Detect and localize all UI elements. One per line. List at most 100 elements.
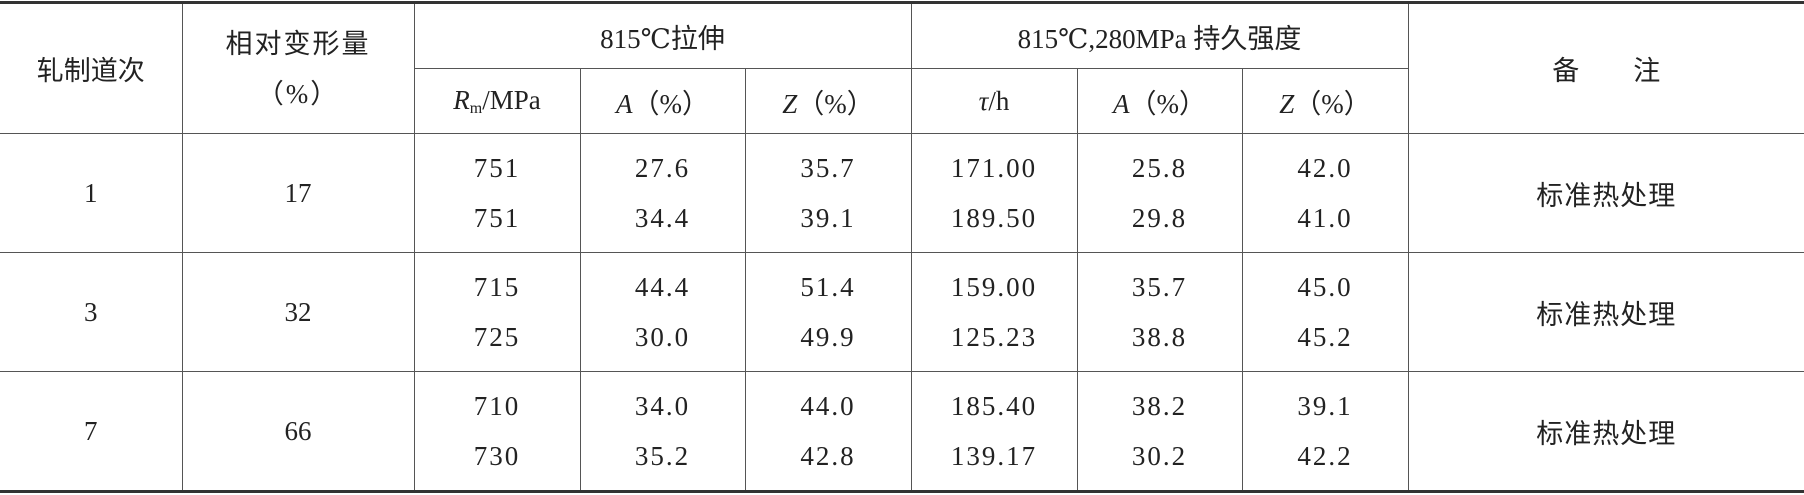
cell: 171.00 189.50 bbox=[910, 133, 1078, 253]
cell: 标准热处理 bbox=[1407, 133, 1804, 253]
subheader-cell: A（%） bbox=[1076, 68, 1243, 134]
header-text: 815℃,280MPa 持久强度 bbox=[1017, 23, 1302, 54]
header-cell: 轧制道次 bbox=[0, 2, 183, 134]
subheader-cell: A（%） bbox=[579, 68, 746, 134]
table-body: 1 17 751 751 27.6 34.4 35.7 39.1 171.00 189.50 25.… bbox=[0, 133, 1804, 492]
unit: /h bbox=[988, 85, 1010, 116]
cell: 25.8 29.8 bbox=[1076, 133, 1243, 253]
cell-text: 751 bbox=[473, 153, 521, 183]
cell: 715 725 bbox=[413, 252, 581, 372]
unit: /MPa bbox=[482, 84, 541, 115]
cell-text: 35.2 bbox=[634, 441, 691, 471]
cell-text: 42.0 bbox=[1297, 153, 1353, 183]
cell-text: 3 bbox=[84, 296, 98, 327]
header-cell: 相对变形量 （%） bbox=[181, 2, 415, 134]
cell-text: 751 bbox=[473, 203, 521, 233]
cell-text: 标准热处理 bbox=[1536, 180, 1677, 211]
cell: 44.4 30.0 bbox=[579, 252, 746, 372]
cell-text: 25.8 bbox=[1131, 153, 1188, 183]
cell-text: 1 bbox=[84, 177, 98, 208]
cell-text: 38.8 bbox=[1131, 322, 1188, 352]
unit: （%） bbox=[632, 88, 710, 119]
cell-text: 189.50 bbox=[950, 203, 1038, 233]
header-text: （%） bbox=[256, 78, 340, 109]
cell-text: 29.8 bbox=[1131, 203, 1188, 233]
cell: 51.4 49.9 bbox=[744, 252, 912, 372]
cell-text: 7 bbox=[84, 415, 98, 446]
symbol: A bbox=[1113, 88, 1130, 119]
data-row: 7 66 710 730 34.0 35.2 44.0 42.8 185.40 139.17 38.… bbox=[0, 371, 1804, 492]
header-cell: 815℃,280MPa 持久强度 bbox=[910, 2, 1409, 69]
symbol: A bbox=[616, 88, 633, 119]
cell: 44.0 42.8 bbox=[744, 371, 912, 492]
symbol: R bbox=[453, 84, 470, 115]
cell-text: 34.0 bbox=[634, 391, 691, 421]
cell: 35.7 39.1 bbox=[744, 133, 912, 253]
header-text: 备 注 bbox=[1552, 56, 1661, 86]
cell: 34.0 35.2 bbox=[579, 371, 746, 492]
cell: 185.40 139.17 bbox=[910, 371, 1078, 492]
cell-text: 44.0 bbox=[800, 391, 856, 421]
symbol: Z bbox=[782, 88, 798, 119]
cell-text: 49.9 bbox=[800, 322, 856, 352]
cell-text: 38.2 bbox=[1131, 391, 1188, 421]
cell: 38.2 30.2 bbox=[1076, 371, 1243, 492]
cell-text: 66 bbox=[284, 415, 312, 446]
cell-text: 185.40 bbox=[950, 391, 1038, 421]
cell-text: 159.00 bbox=[950, 272, 1038, 302]
cell: 45.0 45.2 bbox=[1241, 252, 1409, 372]
cell: 751 751 bbox=[413, 133, 581, 253]
header-text: 815℃拉伸 bbox=[600, 23, 725, 54]
header-text: 相对变形量 bbox=[225, 28, 371, 59]
unit: （%） bbox=[797, 88, 874, 119]
cell-text: 125.23 bbox=[950, 322, 1038, 352]
unit: （%） bbox=[1129, 88, 1207, 119]
cell: 32 bbox=[181, 252, 415, 372]
header-text: 轧制道次 bbox=[36, 56, 145, 86]
subheader-cell: Z（%） bbox=[744, 68, 912, 134]
cell: 66 bbox=[181, 371, 415, 492]
cell-text: 39.1 bbox=[1297, 391, 1353, 421]
cell-text: 139.17 bbox=[950, 441, 1038, 471]
cell-text: 标准热处理 bbox=[1536, 299, 1677, 330]
cell: 标准热处理 bbox=[1407, 252, 1804, 372]
cell-text: 35.7 bbox=[1131, 272, 1188, 302]
cell-text: 27.6 bbox=[634, 153, 691, 183]
cell: 17 bbox=[181, 133, 415, 253]
cell: 27.6 34.4 bbox=[579, 133, 746, 253]
cell-text: 45.0 bbox=[1297, 272, 1353, 302]
subheader-cell: τ/h bbox=[910, 68, 1078, 134]
cell-text: 710 bbox=[473, 391, 521, 421]
subheader-cell: Z（%） bbox=[1241, 68, 1408, 134]
cell: 标准热处理 bbox=[1407, 371, 1804, 492]
cell: 35.7 38.8 bbox=[1076, 252, 1243, 372]
cell-text: 51.4 bbox=[800, 272, 856, 302]
cell: 159.00 125.23 bbox=[910, 252, 1078, 372]
cell-text: 715 bbox=[473, 272, 521, 302]
cell-text: 45.2 bbox=[1297, 322, 1353, 352]
cell-text: 730 bbox=[473, 441, 521, 471]
cell-text: 42.8 bbox=[800, 441, 856, 471]
cell-text: 34.4 bbox=[634, 203, 691, 233]
cell: 39.1 42.2 bbox=[1241, 371, 1409, 492]
cell-text: 725 bbox=[473, 322, 521, 352]
cell: 710 730 bbox=[413, 371, 581, 492]
cell-text: 39.1 bbox=[800, 203, 856, 233]
cell-text: 41.0 bbox=[1297, 203, 1353, 233]
unit: （%） bbox=[1294, 88, 1371, 119]
subheader-row: Rm/MPa A（%） Z（%） τ/h A（%） Z（%） bbox=[0, 68, 1804, 134]
cell-text: 17 bbox=[284, 177, 312, 208]
data-row: 1 17 751 751 27.6 34.4 35.7 39.1 171.00 189.50 25.… bbox=[0, 133, 1804, 253]
cell: 3 bbox=[0, 252, 183, 372]
cell: 1 bbox=[0, 133, 183, 253]
cell-text: 44.4 bbox=[634, 272, 691, 302]
cell: 42.0 41.0 bbox=[1241, 133, 1409, 253]
symbol: τ bbox=[978, 85, 989, 116]
header-cell: 815℃拉伸 bbox=[413, 2, 912, 69]
cell: 7 bbox=[0, 371, 183, 492]
subscript: m bbox=[469, 99, 483, 117]
subheader-cell: Rm/MPa bbox=[414, 68, 581, 134]
cell-text: 32 bbox=[284, 296, 312, 327]
cell-text: 171.00 bbox=[950, 153, 1038, 183]
